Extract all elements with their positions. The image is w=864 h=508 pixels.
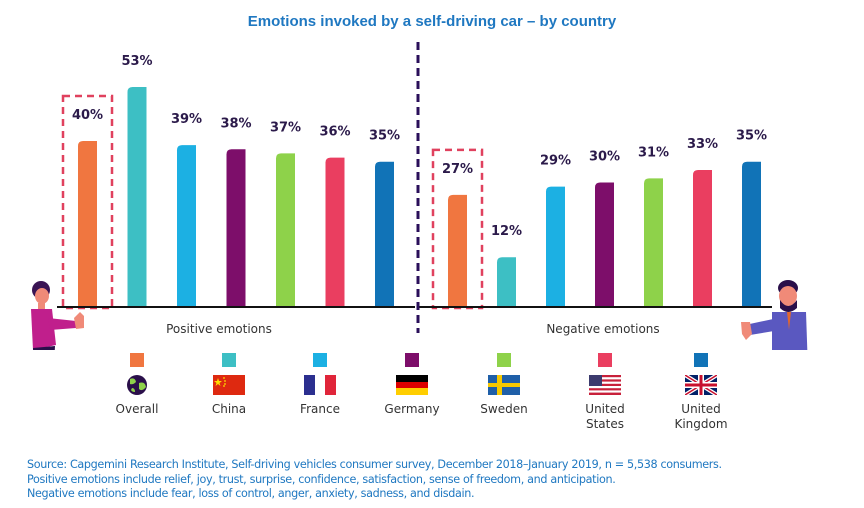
legend-item-china: China	[184, 353, 274, 417]
bar-negative-united-states	[693, 170, 712, 307]
bar-value-label: 12%	[491, 224, 522, 239]
bar-positive-sweden	[276, 153, 295, 307]
bar-positive-germany	[226, 149, 246, 307]
bar-positive-united-states	[325, 157, 345, 307]
bar-value-label: 38%	[220, 116, 251, 131]
bar-value-label: 39%	[171, 112, 202, 127]
legend-label: Sweden	[480, 402, 528, 416]
france-flag-icon	[304, 375, 336, 395]
positive-definition: Positive emotions include relief, joy, t…	[27, 472, 616, 486]
bar-value-label: 35%	[369, 129, 400, 144]
legend-label: France	[300, 402, 340, 416]
bar-value-label: 29%	[540, 154, 571, 169]
china-flag-icon	[213, 375, 245, 395]
bar-positive-france	[177, 145, 196, 307]
legend-label: Overall	[115, 402, 159, 416]
usa-flag-icon	[589, 375, 621, 395]
legend-item-france: France	[275, 353, 365, 417]
bar-negative-overall	[448, 194, 467, 307]
group-label-positive: Positive emotions	[166, 322, 272, 336]
legend-swatch	[405, 353, 419, 367]
bar-value-label: 53%	[121, 54, 152, 69]
group-label-negative: Negative emotions	[546, 322, 659, 336]
bar-positive-overall	[78, 140, 97, 307]
bar-negative-france	[546, 186, 565, 307]
man-thumbs-down-icon	[741, 280, 808, 350]
negative-definition: Negative emotions include fear, loss of …	[27, 487, 475, 500]
legend-item-united-kingdom: United Kingdom	[656, 353, 746, 432]
bar-chart: 40% 53% 39% 38% 37% 36% 35% 27% 12% 29% 30% 31% 33% 3…	[31, 42, 808, 350]
legend-swatch	[313, 353, 327, 367]
bar-value-label: 35%	[736, 129, 767, 144]
bar-positive-china	[127, 87, 147, 307]
legend-label: China	[211, 402, 247, 416]
legend-item-overall: Overall	[92, 353, 182, 417]
bar-value-label: 36%	[319, 125, 350, 140]
bar-negative-sweden	[644, 178, 663, 307]
bar-value-label: 27%	[442, 162, 473, 177]
bar-value-label: 33%	[687, 137, 718, 152]
legend-item-germany: Germany	[367, 353, 457, 417]
bar-positive-united-kingdom	[375, 161, 394, 307]
source-note: Source: Capgemini Research Institute, Se…	[27, 458, 722, 502]
woman-thumbs-up-icon	[31, 281, 84, 350]
bar-value-label: 40%	[72, 108, 103, 123]
uk-flag-icon	[683, 373, 719, 397]
germany-flag-icon	[396, 375, 428, 395]
legend-label: United Kingdom	[674, 402, 728, 431]
legend-item-united-states: United States	[560, 353, 650, 432]
chart-title: Emotions invoked by a self-driving car –…	[247, 13, 617, 30]
legend: Overall China France Germany Sweden Unit…	[0, 353, 864, 443]
source-line: Source: Capgemini Research Institute, Se…	[27, 458, 722, 471]
bar-value-label: 30%	[589, 149, 620, 164]
legend-swatch	[497, 353, 511, 367]
globe-icon	[127, 375, 147, 395]
legend-swatch	[222, 353, 236, 367]
legend-swatch	[694, 353, 708, 367]
highlight-box	[61, 94, 114, 310]
bar-negative-china	[497, 257, 516, 307]
sweden-flag-icon	[488, 375, 520, 395]
legend-item-sweden: Sweden	[459, 353, 549, 417]
legend-label: Germany	[384, 402, 440, 416]
bar-negative-united-kingdom	[742, 161, 761, 307]
bar-value-label: 31%	[638, 145, 669, 160]
bar-negative-germany	[595, 182, 614, 307]
bar-value-label: 37%	[270, 120, 301, 135]
legend-swatch	[598, 353, 612, 367]
legend-swatch	[130, 353, 144, 367]
legend-label: United States	[585, 402, 625, 431]
